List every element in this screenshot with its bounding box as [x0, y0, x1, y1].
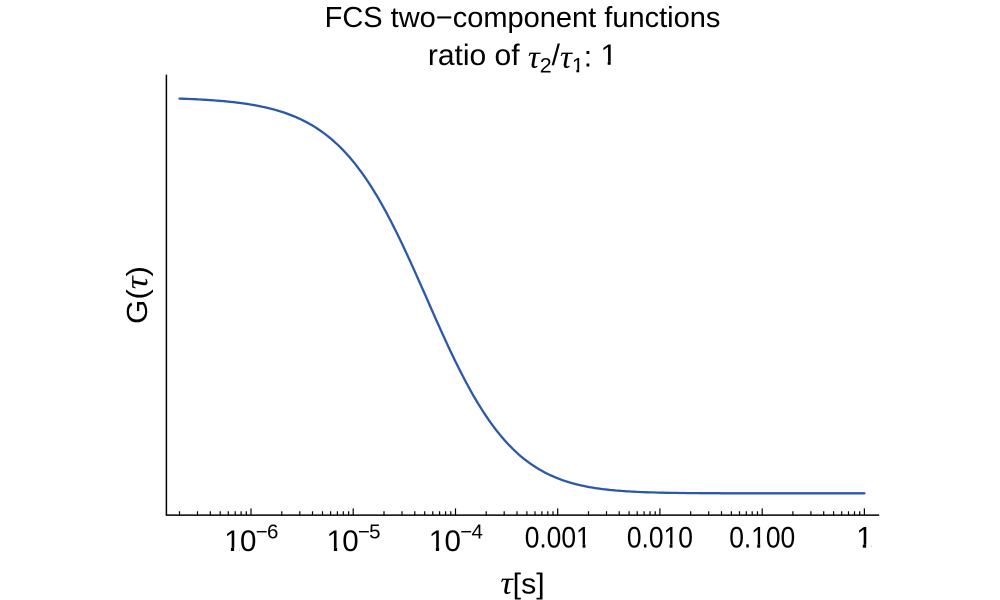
svg-text:1: 1 [856, 522, 872, 555]
svg-text:0.001: 0.001 [525, 522, 591, 555]
svg-text:10−5: 10−5 [326, 520, 380, 558]
svg-text:0.010: 0.010 [627, 522, 693, 555]
svg-text:FCS two−component functions: FCS two−component functions [325, 2, 721, 34]
svg-text:τ[s]: τ[s] [500, 566, 544, 600]
svg-text:ratio of τ2/τ1: 1: ratio of τ2/τ1: 1 [428, 39, 617, 78]
svg-text:10−4: 10−4 [429, 520, 483, 558]
svg-text:0.100: 0.100 [729, 522, 795, 555]
svg-text:G(τ): G(τ) [119, 266, 155, 324]
